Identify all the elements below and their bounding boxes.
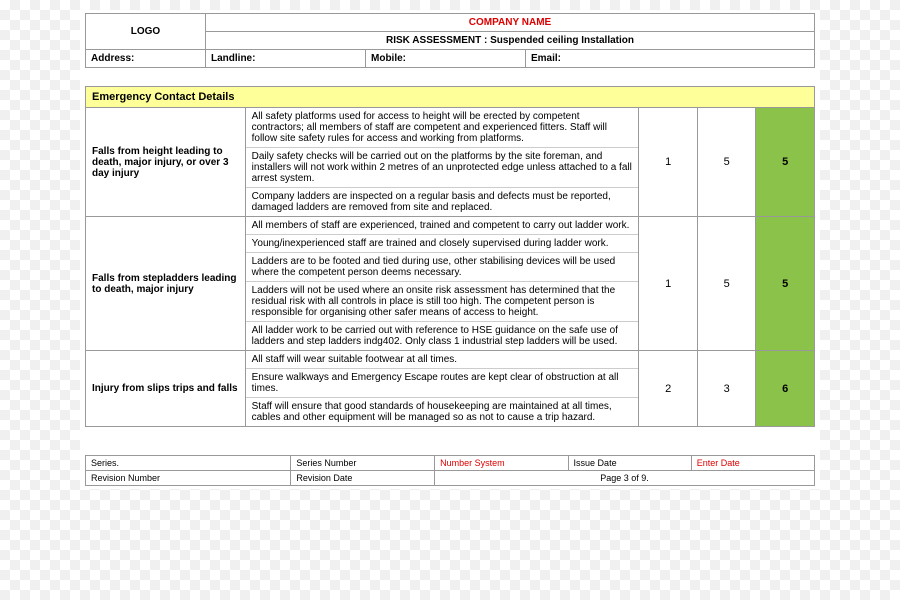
- revision-date-label: Revision Date: [291, 471, 435, 486]
- control-item: All members of staff are experienced, tr…: [246, 217, 639, 235]
- risk-row: Injury from slips trips and fallsAll sta…: [86, 351, 815, 427]
- control-item: Young/inexperienced staff are trained an…: [246, 235, 639, 253]
- enter-date-label: Enter Date: [691, 456, 814, 471]
- score-cell: 6: [756, 351, 815, 427]
- likelihood-cell: 2: [639, 351, 698, 427]
- severity-cell: 3: [697, 351, 756, 427]
- score-cell: 5: [756, 217, 815, 351]
- control-item: Ladders will not be used where an onsite…: [246, 282, 639, 322]
- control-item: Ladders are to be footed and tied during…: [246, 253, 639, 282]
- hazard-cell: Falls from height leading to death, majo…: [86, 108, 246, 217]
- email-label: Email:: [526, 50, 815, 68]
- control-item: Ensure walkways and Emergency Escape rou…: [246, 369, 639, 398]
- mobile-label: Mobile:: [366, 50, 526, 68]
- control-item: All safety platforms used for access to …: [246, 108, 639, 148]
- hazard-cell: Injury from slips trips and falls: [86, 351, 246, 427]
- likelihood-cell: 1: [639, 108, 698, 217]
- risk-row: Falls from height leading to death, majo…: [86, 108, 815, 217]
- risk-table: Emergency Contact Details Falls from hei…: [85, 86, 815, 427]
- risk-row: Falls from stepladders leading to death,…: [86, 217, 815, 351]
- controls-cell: All members of staff are experienced, tr…: [245, 217, 639, 351]
- section-header: Emergency Contact Details: [86, 87, 815, 108]
- landline-label: Landline:: [206, 50, 366, 68]
- control-item: All staff will wear suitable footwear at…: [246, 351, 639, 369]
- severity-cell: 5: [697, 217, 756, 351]
- subtitle: RISK ASSESSMENT : Suspended ceiling Inst…: [206, 32, 815, 50]
- logo-cell: LOGO: [86, 14, 206, 50]
- revision-number-label: Revision Number: [86, 471, 291, 486]
- likelihood-cell: 1: [639, 217, 698, 351]
- footer-table: Series. Series Number Number System Issu…: [85, 455, 815, 486]
- number-system-label: Number System: [435, 456, 568, 471]
- control-item: Daily safety checks will be carried out …: [246, 148, 639, 188]
- control-item: All ladder work to be carried out with r…: [246, 322, 639, 350]
- series-label: Series.: [86, 456, 291, 471]
- score-cell: 5: [756, 108, 815, 217]
- address-label: Address:: [86, 50, 206, 68]
- severity-cell: 5: [697, 108, 756, 217]
- hazard-cell: Falls from stepladders leading to death,…: [86, 217, 246, 351]
- controls-cell: All safety platforms used for access to …: [245, 108, 639, 217]
- control-item: Staff will ensure that good standards of…: [246, 398, 639, 426]
- control-item: Company ladders are inspected on a regul…: [246, 188, 639, 216]
- issue-date-label: Issue Date: [568, 456, 691, 471]
- company-name: COMPANY NAME: [206, 14, 815, 32]
- controls-cell: All staff will wear suitable footwear at…: [245, 351, 639, 427]
- header-table: LOGO COMPANY NAME RISK ASSESSMENT : Susp…: [85, 13, 815, 68]
- page-number: Page 3 of 9.: [435, 471, 815, 486]
- series-number-label: Series Number: [291, 456, 435, 471]
